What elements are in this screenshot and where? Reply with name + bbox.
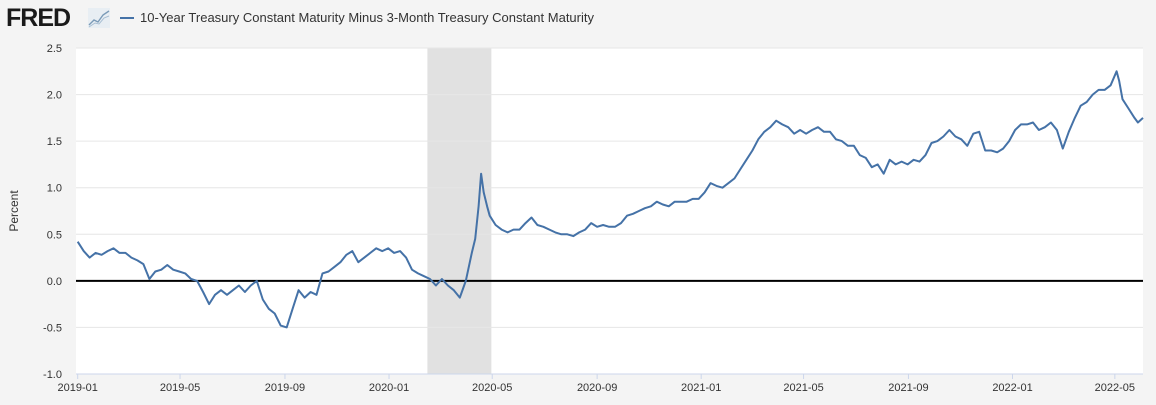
x-tick-label: 2021-05 [783, 382, 823, 394]
x-tick-label: 2020-05 [472, 382, 512, 394]
legend-swatch [120, 17, 134, 19]
x-tick-label: 2019-05 [160, 382, 200, 394]
y-tick-label: 0.5 [47, 229, 62, 241]
x-tick-label: 2019-01 [58, 382, 98, 394]
legend-label: 10-Year Treasury Constant Maturity Minus… [140, 10, 594, 25]
chart-header: FRED 10-Year Treasury Constant Maturity … [0, 0, 1156, 40]
y-tick-label: -1.0 [43, 369, 62, 381]
plot-area [76, 48, 1143, 374]
series-line [76, 70, 1144, 329]
x-tick-label: 2022-05 [1095, 382, 1135, 394]
y-tick-label: 2.0 [47, 90, 62, 102]
y-tick-label: 2.5 [47, 43, 62, 55]
x-tick-label: 2021-09 [888, 382, 928, 394]
x-tick-label: 2022-01 [992, 382, 1032, 394]
legend: 10-Year Treasury Constant Maturity Minus… [120, 10, 594, 26]
y-tick-label: 1.5 [47, 136, 62, 148]
y-axis-label: Percent [7, 190, 21, 232]
x-tick-label: 2020-01 [369, 382, 409, 394]
y-tick-label: -0.5 [43, 322, 62, 334]
x-tick-label: 2020-09 [577, 382, 617, 394]
x-tick-label: 2021-01 [681, 382, 721, 394]
y-tick-label: 1.0 [47, 183, 62, 195]
y-tick-label: 0.0 [47, 276, 62, 288]
fred-logo-graph-icon [88, 8, 110, 28]
x-tick-label: 2019-09 [265, 382, 305, 394]
recession-band [427, 48, 492, 374]
fred-logo[interactable]: FRED [6, 4, 71, 32]
